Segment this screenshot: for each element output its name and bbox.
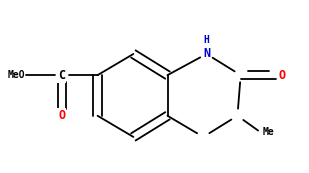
Text: H: H	[204, 35, 210, 45]
Text: N: N	[203, 47, 210, 61]
Text: Me: Me	[262, 127, 274, 137]
Text: O: O	[58, 109, 66, 122]
Text: O: O	[278, 69, 285, 82]
Text: MeO: MeO	[8, 70, 25, 80]
Text: C: C	[58, 69, 66, 82]
